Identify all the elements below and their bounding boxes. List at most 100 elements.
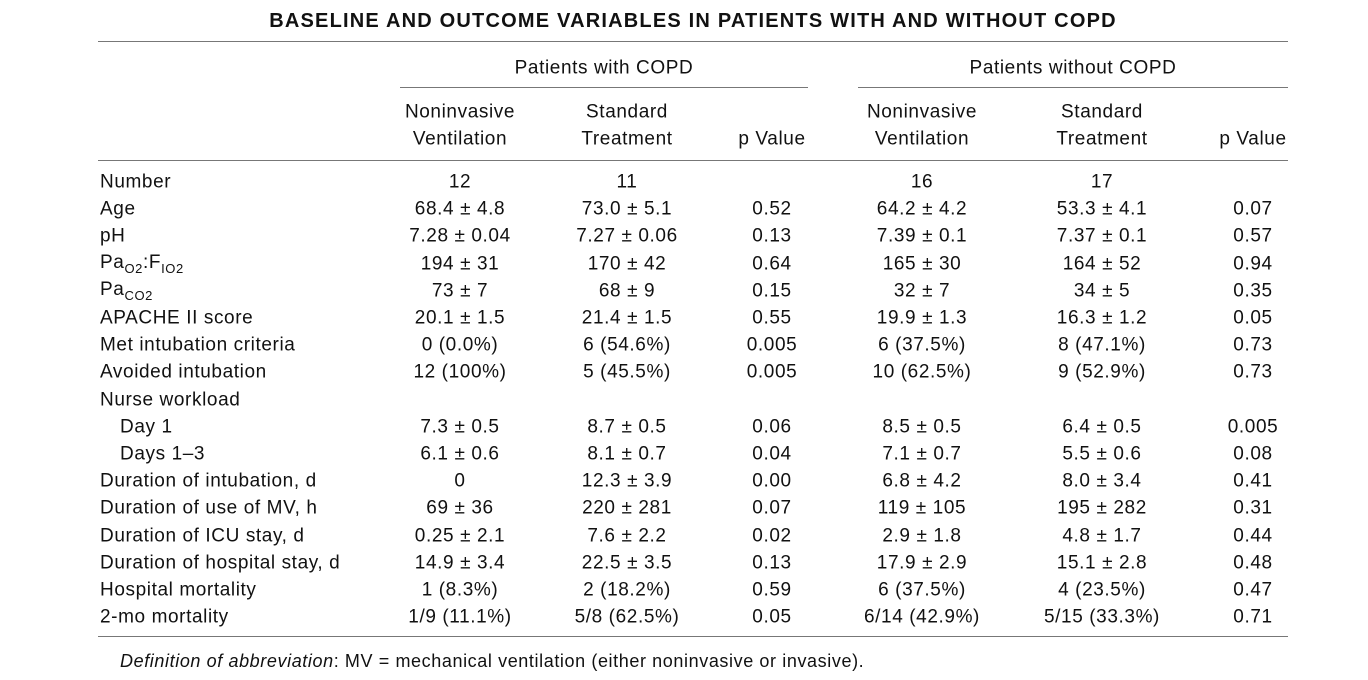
group-header: Patients without COPD bbox=[969, 57, 1177, 79]
cell: 0.07 bbox=[1233, 198, 1273, 220]
label-part: CO2 bbox=[124, 287, 153, 303]
cell: 7.37 ± 0.1 bbox=[1056, 225, 1148, 247]
column-header: Noninvasive bbox=[404, 101, 516, 123]
row-label: Duration of hospital stay, d bbox=[100, 552, 341, 574]
row-label: Day 1 bbox=[120, 416, 173, 438]
cell: 0.94 bbox=[1233, 253, 1273, 275]
cell: 0.15 bbox=[752, 280, 792, 302]
row-label: 2-mo mortality bbox=[100, 606, 229, 628]
cell: 20.1 ± 1.5 bbox=[414, 307, 506, 329]
cell: 7.3 ± 0.5 bbox=[420, 416, 500, 438]
cell: 0.35 bbox=[1233, 280, 1273, 302]
cell: 9 (52.9%) bbox=[1058, 361, 1146, 383]
cell: 0.06 bbox=[752, 416, 792, 438]
row-label: PaCO2 bbox=[100, 280, 153, 302]
label-part: Pa bbox=[100, 251, 125, 273]
cell: 68 ± 9 bbox=[598, 280, 656, 302]
column-header: Standard bbox=[586, 101, 668, 123]
cell: 0.13 bbox=[752, 552, 792, 574]
cell: 0.07 bbox=[752, 497, 792, 519]
cell: 21.4 ± 1.5 bbox=[581, 307, 673, 329]
cell: 16 bbox=[910, 171, 934, 193]
cell: 12 bbox=[448, 171, 472, 193]
cell: 8 (47.1%) bbox=[1058, 334, 1146, 356]
row-label: APACHE II score bbox=[100, 307, 254, 329]
column-header: p Value bbox=[1219, 128, 1287, 150]
column-header: p Value bbox=[738, 128, 806, 150]
cell: 0.55 bbox=[752, 307, 792, 329]
cell: 195 ± 282 bbox=[1057, 497, 1147, 519]
cell: 68.4 ± 4.8 bbox=[414, 198, 506, 220]
cell: 170 ± 42 bbox=[587, 253, 667, 275]
cell: 34 ± 5 bbox=[1073, 280, 1131, 302]
cell: 69 ± 36 bbox=[426, 497, 494, 519]
cell: 1/9 (11.1%) bbox=[408, 606, 512, 628]
cell: 19.9 ± 1.3 bbox=[876, 307, 968, 329]
column-header: Ventilation bbox=[874, 128, 970, 150]
label-part: IO2 bbox=[161, 260, 184, 276]
cell: 0.04 bbox=[752, 443, 792, 465]
footnote-term: Definition of abbreviation bbox=[120, 651, 334, 671]
cell: 15.1 ± 2.8 bbox=[1056, 552, 1148, 574]
cell: 0.08 bbox=[1233, 443, 1273, 465]
cell: 0.02 bbox=[752, 525, 792, 547]
cell: 5 (45.5%) bbox=[583, 361, 671, 383]
row-label: Nurse workload bbox=[100, 389, 241, 411]
cell: 6.8 ± 4.2 bbox=[882, 470, 962, 492]
cell: 0.52 bbox=[752, 198, 792, 220]
row-label: Age bbox=[100, 198, 136, 220]
cell: 4 (23.5%) bbox=[1058, 579, 1146, 601]
cell: 7.6 ± 2.2 bbox=[587, 525, 667, 547]
cell: 6 (37.5%) bbox=[878, 579, 966, 601]
row-label: Duration of ICU stay, d bbox=[100, 525, 305, 547]
footnote-text: : MV = mechanical ventilation (either no… bbox=[333, 651, 865, 671]
cell: 0.00 bbox=[752, 470, 792, 492]
cell: 10 (62.5%) bbox=[872, 361, 972, 383]
cell: 5.5 ± 0.6 bbox=[1062, 443, 1142, 465]
rule bbox=[400, 87, 808, 88]
footnote: Definition of abbreviation: MV = mechani… bbox=[120, 652, 864, 670]
label-part: :F bbox=[143, 251, 162, 273]
cell: 6/14 (42.9%) bbox=[864, 606, 980, 628]
cell: 165 ± 30 bbox=[882, 253, 962, 275]
cell: 6 (54.6%) bbox=[583, 334, 671, 356]
cell: 0.48 bbox=[1233, 552, 1273, 574]
row-label: Hospital mortality bbox=[100, 579, 257, 601]
cell: 14.9 ± 3.4 bbox=[414, 552, 506, 574]
cell: 7.1 ± 0.7 bbox=[882, 443, 962, 465]
cell: 7.28 ± 0.04 bbox=[409, 225, 511, 247]
cell: 17.9 ± 2.9 bbox=[876, 552, 968, 574]
cell: 8.7 ± 0.5 bbox=[587, 416, 667, 438]
cell: 0.005 bbox=[1227, 416, 1279, 438]
cell: 7.39 ± 0.1 bbox=[876, 225, 968, 247]
row-label: Avoided intubation bbox=[100, 361, 267, 383]
column-header: Treatment bbox=[1056, 128, 1148, 150]
cell: 4.8 ± 1.7 bbox=[1062, 525, 1142, 547]
cell: 0 (0.0%) bbox=[421, 334, 499, 356]
rule bbox=[98, 636, 1288, 637]
cell: 0.13 bbox=[752, 225, 792, 247]
row-label: Days 1–3 bbox=[120, 443, 206, 465]
column-header: Ventilation bbox=[412, 128, 508, 150]
column-header: Treatment bbox=[581, 128, 673, 150]
row-label: pH bbox=[100, 225, 126, 247]
cell: 0.25 ± 2.1 bbox=[414, 525, 506, 547]
cell: 32 ± 7 bbox=[893, 280, 951, 302]
cell: 12.3 ± 3.9 bbox=[581, 470, 673, 492]
cell: 0.59 bbox=[752, 579, 792, 601]
cell: 12 (100%) bbox=[413, 361, 507, 383]
cell: 0 bbox=[454, 470, 466, 492]
cell: 0.05 bbox=[1233, 307, 1273, 329]
cell: 5/8 (62.5%) bbox=[574, 606, 680, 628]
cell: 0.73 bbox=[1233, 361, 1273, 383]
cell: 8.5 ± 0.5 bbox=[882, 416, 962, 438]
row-label: Number bbox=[100, 171, 172, 193]
cell: 0.05 bbox=[752, 606, 792, 628]
cell: 119 ± 105 bbox=[877, 497, 967, 519]
cell: 53.3 ± 4.1 bbox=[1056, 198, 1148, 220]
cell: 17 bbox=[1090, 171, 1114, 193]
row-label: Met intubation criteria bbox=[100, 334, 296, 356]
cell: 16.3 ± 1.2 bbox=[1056, 307, 1148, 329]
cell: 8.1 ± 0.7 bbox=[587, 443, 667, 465]
